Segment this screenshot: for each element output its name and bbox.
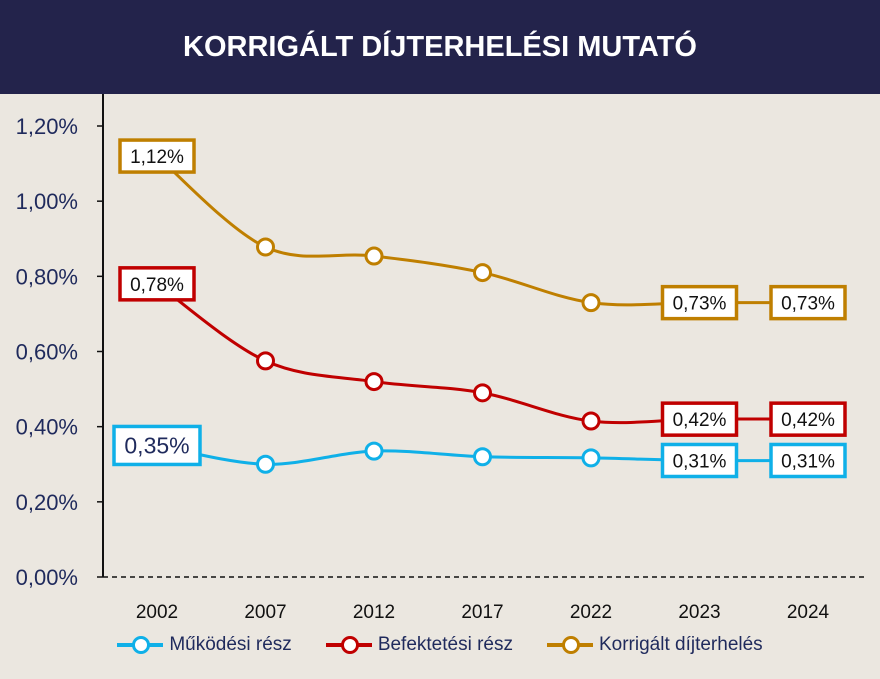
data-label-box xyxy=(660,442,739,479)
series-line xyxy=(156,154,808,307)
legend-marker-icon xyxy=(117,636,164,654)
data-label-box xyxy=(118,138,196,174)
x-tick-label: 2017 xyxy=(461,602,503,623)
y-tick-label: 1,00% xyxy=(16,189,78,214)
x-tick-label: 2022 xyxy=(570,602,612,623)
data-label-box xyxy=(660,401,739,437)
legend: Működési rész Befektetési rész Korrigált… xyxy=(0,634,880,656)
legend-label: Befektetési rész xyxy=(377,634,513,655)
data-point xyxy=(473,447,492,467)
x-tick-label: 2012 xyxy=(353,602,395,623)
legend-marker-icon xyxy=(325,636,372,654)
data-label-box xyxy=(118,266,196,302)
data-point xyxy=(256,351,275,371)
data-point xyxy=(581,448,601,468)
data-label: 0,31% xyxy=(673,451,727,472)
x-tick-label: 2023 xyxy=(678,602,720,623)
data-point xyxy=(473,383,492,403)
data-point xyxy=(581,411,601,431)
data-label-box xyxy=(660,284,739,321)
legend-item-mukodesi: Működési rész xyxy=(117,634,292,656)
legend-item-befektetesi: Befektetési rész xyxy=(325,634,513,656)
data-point xyxy=(364,441,384,461)
y-tick-label: 0,60% xyxy=(16,340,78,365)
data-point xyxy=(364,372,384,392)
legend-label: Korrigált díjterhelés xyxy=(598,634,763,655)
y-tick-label: 0,00% xyxy=(16,565,78,590)
y-tick-label: 0,40% xyxy=(16,415,78,440)
data-label: 0,42% xyxy=(781,410,835,431)
x-tick-label: 2007 xyxy=(244,602,286,623)
legend-marker-icon xyxy=(546,636,593,654)
data-label: 0,78% xyxy=(130,275,184,296)
data-label-box xyxy=(112,424,202,467)
data-label-box xyxy=(769,284,847,321)
data-point xyxy=(256,454,275,474)
y-tick-label: 0,80% xyxy=(16,264,78,289)
data-point xyxy=(473,263,492,283)
data-label-box xyxy=(769,401,847,437)
x-tick-label: 2002 xyxy=(136,602,178,623)
chart-title: KORRIGÁLT DÍJTERHELÉSI MUTATÓ xyxy=(0,0,880,94)
data-label: 0,31% xyxy=(781,451,835,472)
data-point xyxy=(581,293,601,313)
data-point xyxy=(364,246,384,266)
y-tick-label: 1,20% xyxy=(16,114,78,139)
y-tick-label: 0,20% xyxy=(16,490,78,515)
x-tick-label: 2024 xyxy=(787,602,830,623)
legend-item-korrigalt: Korrigált díjterhelés xyxy=(546,634,763,656)
data-label: 1,12% xyxy=(130,147,184,168)
data-label: 0,35% xyxy=(124,432,189,458)
data-label: 0,73% xyxy=(781,294,835,315)
data-label: 0,73% xyxy=(673,294,727,315)
data-label-box xyxy=(769,442,847,479)
legend-label: Működési rész xyxy=(169,634,292,655)
data-point xyxy=(256,237,275,257)
data-label: 0,42% xyxy=(673,410,727,431)
